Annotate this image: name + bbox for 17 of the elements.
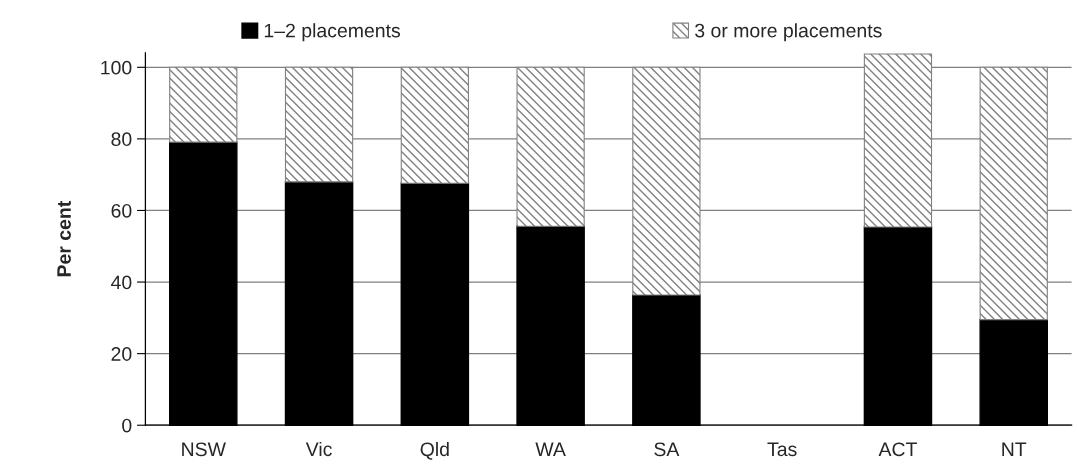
- x-tick-label: ACT: [878, 442, 917, 457]
- x-tick-label: Vic: [305, 441, 332, 457]
- x-tick-label: NT: [1002, 442, 1027, 456]
- y-axis-title: Per cent: [57, 200, 71, 277]
- legend-label: 3 or more placements: [695, 23, 882, 42]
- y-tick-label: 80: [111, 132, 132, 147]
- x-tick-label: WA: [535, 442, 566, 456]
- y-tick-label: 100: [101, 60, 132, 75]
- x-tick-label: SA: [654, 442, 680, 457]
- y-tick-label: 0: [122, 418, 132, 433]
- legend-label: 1–2 placements: [264, 23, 401, 42]
- y-tick-label: 60: [111, 203, 132, 218]
- x-tick-label: Qld: [420, 441, 449, 460]
- y-tick-label: 40: [111, 275, 132, 290]
- x-tick-label: Tas: [767, 442, 797, 457]
- y-tick-label: 20: [111, 347, 132, 361]
- x-tick-label: NSW: [182, 442, 226, 457]
